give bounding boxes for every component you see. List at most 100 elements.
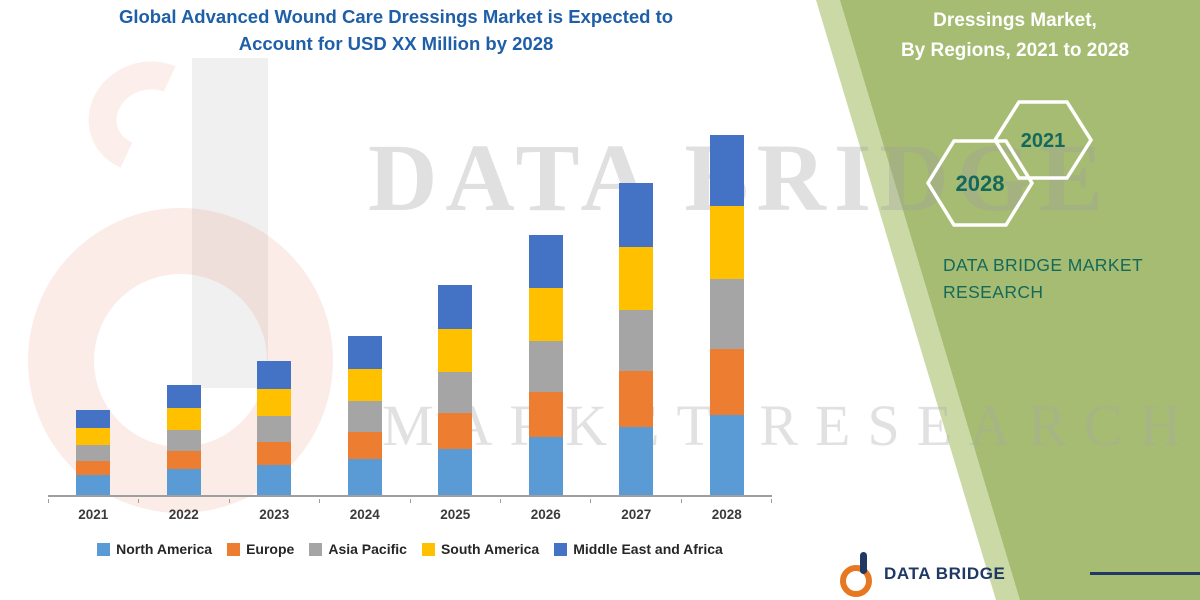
bar-group <box>501 105 592 495</box>
hex-badge-year-2028: 2028 <box>956 171 1005 196</box>
x-axis-label: 2022 <box>168 507 199 522</box>
bar-segment-middle-east-and-africa <box>619 183 654 247</box>
bar-segment-middle-east-and-africa <box>166 385 201 408</box>
bar-group <box>682 105 773 495</box>
logo-blue-flame <box>860 552 867 574</box>
bar-segment-europe <box>619 371 654 427</box>
x-axis-label: 2027 <box>621 507 652 522</box>
bar-segment-north-america <box>166 469 201 495</box>
bar-segment-asia-pacific <box>438 372 473 413</box>
legend-swatch-asia-pacific <box>309 542 323 556</box>
bar-segment-north-america <box>76 475 111 495</box>
logo-orange-ring <box>840 565 872 597</box>
bar-segment-north-america <box>709 415 744 495</box>
bar-group <box>320 105 411 495</box>
bar-segment-asia-pacific <box>619 310 654 371</box>
legend-swatch-north-america <box>97 542 111 556</box>
bar-segment-middle-east-and-africa <box>438 285 473 329</box>
bar-2022 <box>166 385 201 495</box>
bar-segment-south-america <box>619 247 654 310</box>
side-panel-brand-line1: DATA BRIDGE MARKET <box>943 255 1144 275</box>
bar-segment-south-america <box>166 408 201 430</box>
bar-segment-asia-pacific <box>709 279 744 349</box>
chart-plot <box>48 105 772 497</box>
bar-segment-middle-east-and-africa <box>709 135 744 206</box>
page-title: Global Advanced Wound Care Dressings Mar… <box>28 4 764 58</box>
x-axis-label: 2021 <box>78 507 109 522</box>
x-axis-label: 2024 <box>349 507 380 522</box>
bar-segment-europe <box>528 392 563 437</box>
footer-logo: DATA BRIDGE <box>838 548 1200 600</box>
bar-2024 <box>347 336 382 495</box>
bar-2026 <box>528 235 563 495</box>
bar-segment-middle-east-and-africa <box>257 361 292 389</box>
bar-segment-europe <box>166 451 201 469</box>
x-axis-label: 2028 <box>711 507 742 522</box>
bar-group <box>48 105 139 495</box>
bar-segment-asia-pacific <box>528 341 563 392</box>
legend-swatch-europe <box>227 542 241 556</box>
bar-segment-north-america <box>528 437 563 495</box>
hex-badge-year-2021: 2021 <box>1021 130 1066 152</box>
x-axis-ticks <box>48 499 772 503</box>
bar-segment-south-america <box>257 389 292 416</box>
bar-2023 <box>257 361 292 495</box>
bar-segment-south-america <box>347 369 382 401</box>
bar-segment-south-america <box>76 428 111 445</box>
legend-label: South America <box>440 541 540 557</box>
legend-label: Asia Pacific <box>328 541 407 557</box>
hexagon-2021-outline <box>992 100 1094 180</box>
bar-segment-europe <box>709 349 744 415</box>
page-title-line1: Global Advanced Wound Care Dressings Mar… <box>118 6 674 27</box>
legend-label: North America <box>116 541 213 557</box>
bar-group <box>229 105 320 495</box>
bar-segment-north-america <box>347 459 382 495</box>
bar-group <box>139 105 230 495</box>
bar-group <box>591 105 682 495</box>
legend-item-north-america: North America <box>97 541 212 557</box>
bar-segment-north-america <box>257 465 292 495</box>
bar-segment-europe <box>76 461 111 475</box>
side-panel-heading-line1: Dressings Market, <box>933 10 1097 31</box>
bar-2025 <box>438 285 473 495</box>
bar-segment-south-america <box>709 206 744 279</box>
bar-segment-europe <box>257 442 292 465</box>
bar-2027 <box>619 183 654 495</box>
bar-segment-south-america <box>438 329 473 372</box>
bar-segment-asia-pacific <box>257 416 292 442</box>
hex-badges: 2021 2028 <box>925 100 1094 227</box>
x-axis-label: 2026 <box>530 507 561 522</box>
footer-rule-line <box>1090 572 1200 575</box>
legend-item-europe: Europe <box>227 541 294 557</box>
bar-segment-asia-pacific <box>347 401 382 432</box>
bar-2028 <box>709 135 744 495</box>
bar-segment-middle-east-and-africa <box>347 336 382 369</box>
bar-segment-europe <box>347 432 382 459</box>
side-panel-heading: Dressings Market, By Regions, 2021 to 20… <box>845 6 1185 67</box>
legend-item-middle-east-and-africa: Middle East and Africa <box>554 541 723 557</box>
chart-legend: North America Europe Asia Pacific South Ame… <box>28 541 792 557</box>
x-axis-label: 2025 <box>440 507 471 522</box>
bar-segment-north-america <box>438 449 473 495</box>
watermark-text-market-research: MARKET RESEARCH <box>382 393 1199 458</box>
legend-label: Europe <box>246 541 295 557</box>
side-panel-brand: DATA BRIDGE MARKET RESEARCH <box>943 252 1143 306</box>
footer-brand-text: DATA BRIDGE <box>884 564 1006 583</box>
bar-segment-north-america <box>619 427 654 495</box>
bar-segment-south-america <box>528 288 563 341</box>
bar-segment-middle-east-and-africa <box>528 235 563 288</box>
bar-segment-asia-pacific <box>76 445 111 461</box>
page-title-line2: Account for USD XX Million by 2028 <box>238 32 554 54</box>
legend-item-south-america: South America <box>421 541 540 557</box>
bar-2021 <box>76 410 111 495</box>
legend-swatch-middle-east-and-africa <box>554 542 568 556</box>
legend-swatch-south-america <box>421 542 435 556</box>
hexagon-2028-outline <box>925 139 1035 227</box>
side-panel-brand-line2: RESEARCH <box>943 282 1044 303</box>
x-axis-label: 2023 <box>259 507 290 522</box>
legend-label: Middle East and Africa <box>573 541 723 557</box>
bar-group <box>410 105 501 495</box>
data-bridge-logo-icon <box>840 552 872 597</box>
side-panel-heading-line2: By Regions, 2021 to 2028 <box>900 40 1130 62</box>
bar-segment-europe <box>438 413 473 449</box>
